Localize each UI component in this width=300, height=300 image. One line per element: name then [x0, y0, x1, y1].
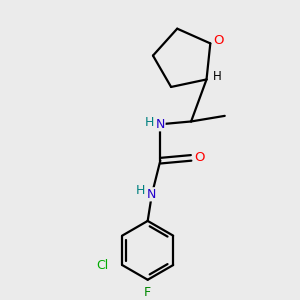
Text: Cl: Cl: [96, 259, 108, 272]
Text: H: H: [213, 70, 221, 83]
Text: F: F: [144, 286, 151, 299]
Text: N: N: [147, 188, 157, 201]
Text: H: H: [145, 116, 154, 129]
Text: N: N: [156, 118, 165, 131]
Text: O: O: [213, 34, 224, 47]
Text: H: H: [136, 184, 146, 196]
Text: O: O: [194, 152, 205, 164]
